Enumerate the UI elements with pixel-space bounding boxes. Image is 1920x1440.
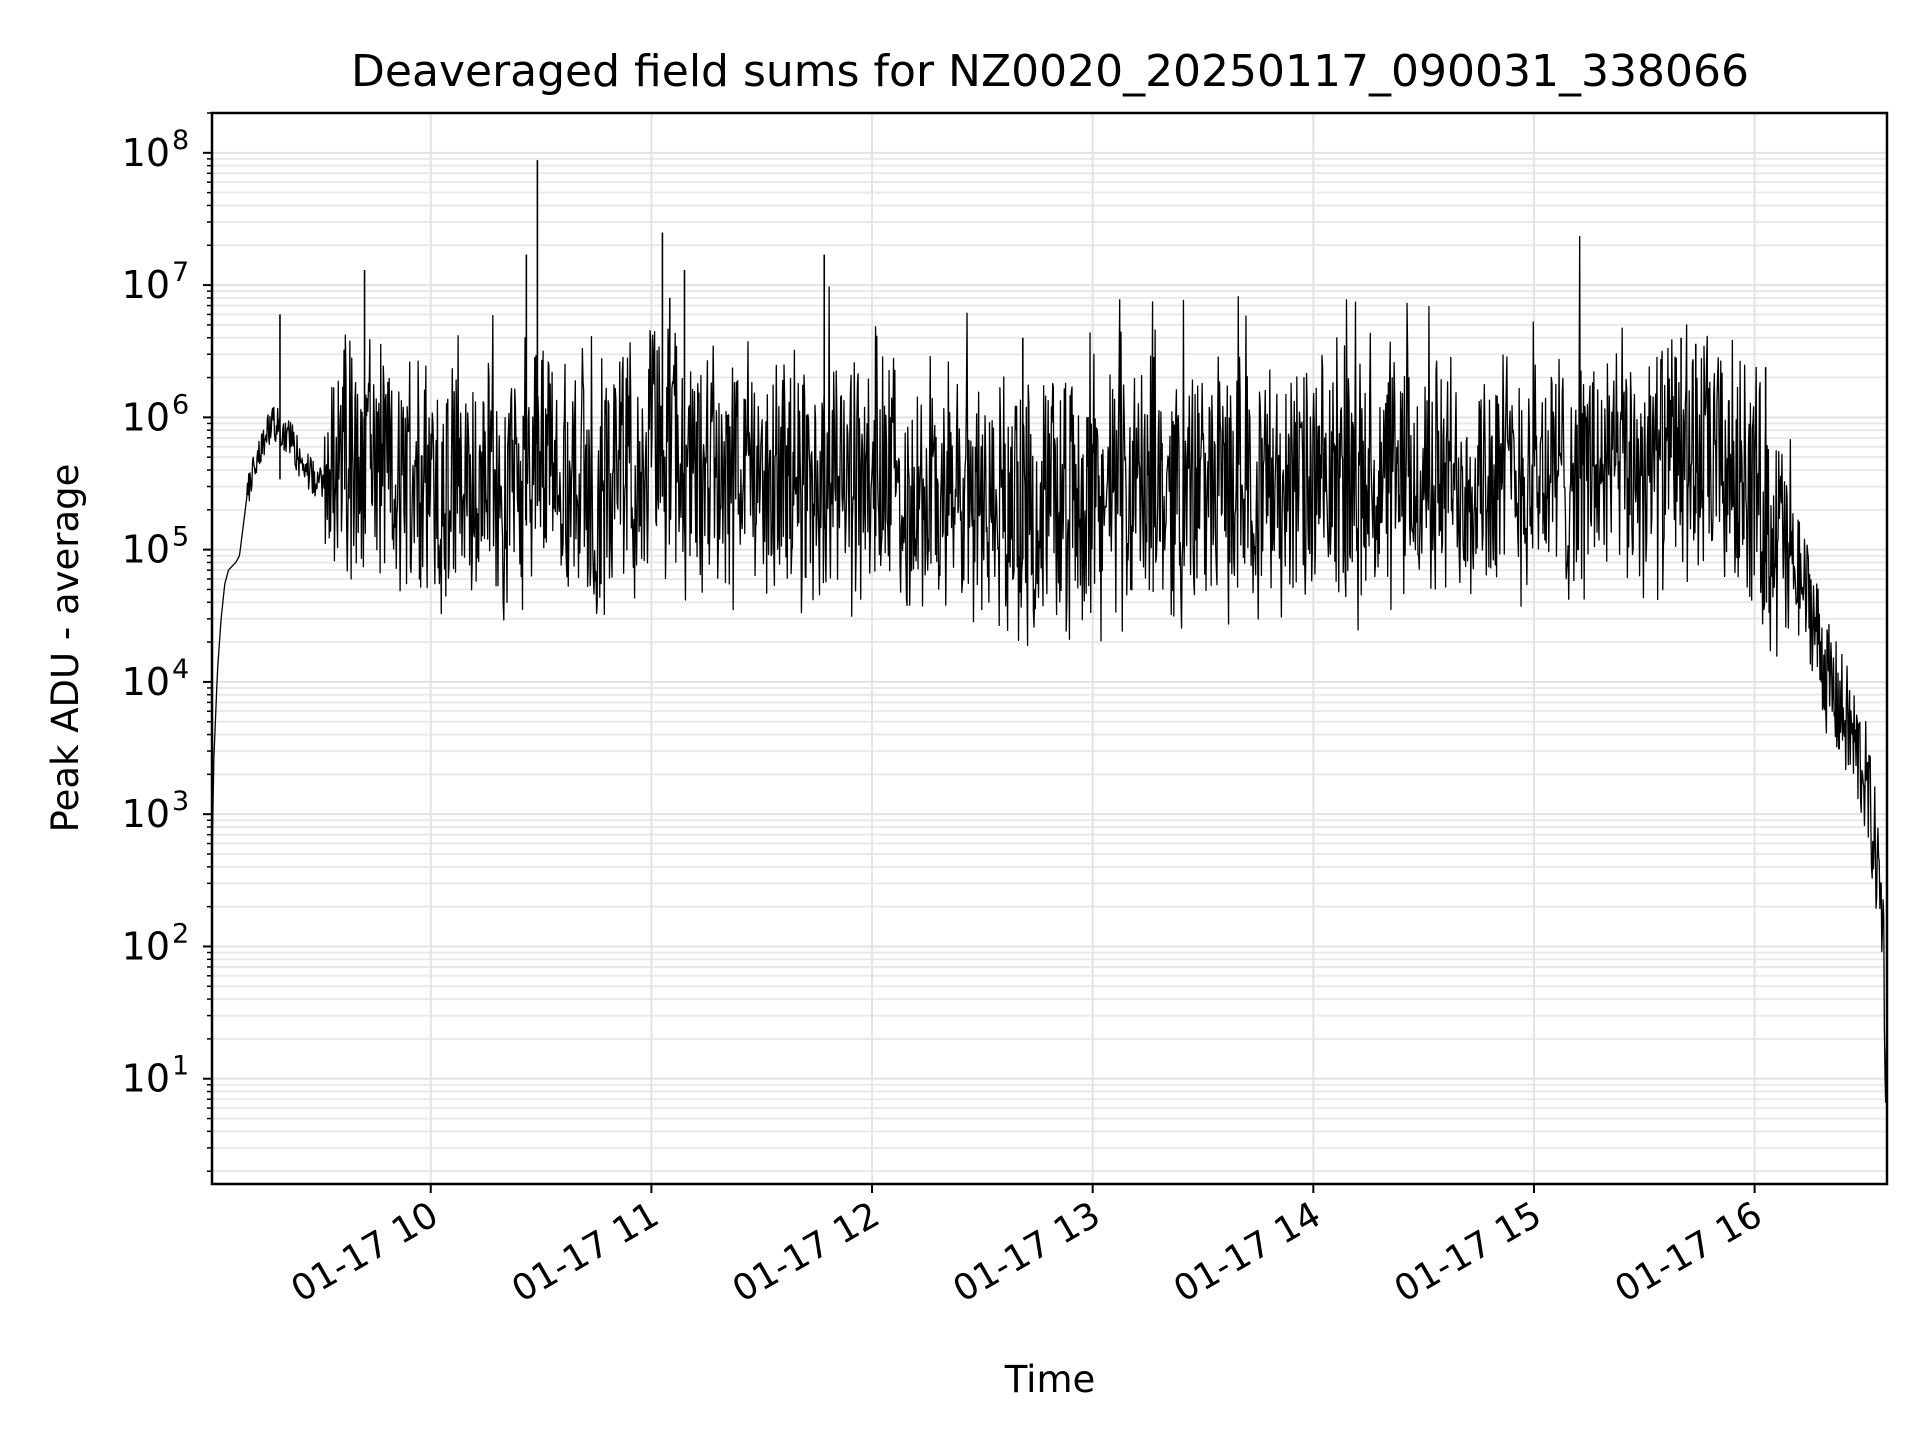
y-tick-label: 10	[122, 528, 170, 572]
y-tick-exponent: 8	[172, 125, 189, 156]
series-line	[212, 235, 1887, 1103]
y-tick-label: 10	[122, 1057, 170, 1101]
y-tick-exponent: 2	[172, 918, 189, 949]
y-tick-label: 10	[122, 131, 170, 175]
series-layer	[212, 160, 1887, 1103]
y-tick-exponent: 3	[172, 786, 189, 817]
y-tick-label: 10	[122, 660, 170, 704]
y-tick-exponent: 1	[172, 1051, 189, 1082]
y-axis-label: Peak ADU - average	[44, 464, 87, 833]
y-tick-exponent: 7	[172, 257, 189, 288]
y-tick-label: 10	[122, 924, 170, 968]
y-tick-label: 10	[122, 263, 170, 307]
x-axis-label: Time	[1004, 1358, 1096, 1401]
y-tick-label: 10	[122, 395, 170, 439]
y-tick-label: 10	[122, 792, 170, 836]
chart-title: Deaveraged field sums for NZ0020_2025011…	[351, 46, 1749, 97]
y-tick-exponent: 4	[172, 654, 189, 685]
y-tick-exponent: 6	[172, 389, 189, 420]
plot-area	[212, 160, 1887, 1103]
plot-frame	[210, 111, 1889, 1186]
y-tick-exponent: 5	[172, 522, 189, 553]
